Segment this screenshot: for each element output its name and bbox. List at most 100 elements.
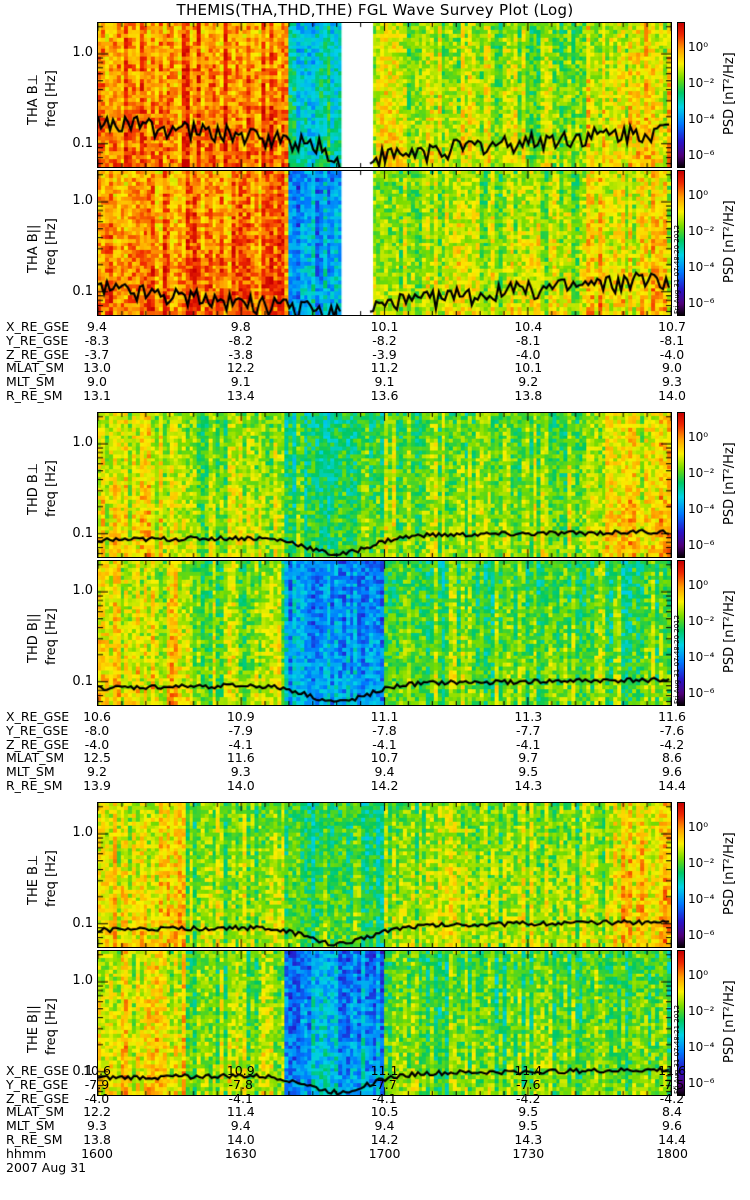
ephemeris-value: 11.4	[514, 1063, 543, 1078]
ephemeris-value: -7.7	[372, 1076, 397, 1092]
ephemeris-label: MLAT_SM	[6, 1104, 65, 1120]
ephemeris-value: 13.6	[370, 387, 399, 403]
y-axis-label: freq [Hz]	[44, 218, 59, 275]
ephemeris-value: 11.3	[514, 709, 543, 724]
colorbar-label: PSD [nT²/Hz]	[722, 200, 737, 283]
ephemeris-label: Z_RE_GSE	[6, 346, 70, 362]
ephemeris-value: 9.3	[87, 1118, 107, 1134]
ephemeris-value: 10.6	[83, 709, 111, 724]
ephemeris-value: -4.0	[659, 346, 685, 362]
spectrogram-panel	[97, 412, 672, 558]
ephemeris-value: -7.9	[228, 722, 253, 738]
ephemeris-row: X_RE_GSE 10.6 10.9 11.1 11.4 11.6	[0, 1064, 750, 1078]
ephemeris-row: MLT_SM 9.0 9.1 9.1 9.2 9.3	[0, 375, 750, 389]
ephemeris-value: 9.1	[374, 374, 395, 390]
ephemeris-value: 11.1	[370, 1063, 399, 1078]
spectrogram-heatmap	[97, 802, 672, 948]
ephemeris-value: 9.1	[230, 374, 251, 390]
ephemeris-value: 10.7	[658, 319, 686, 334]
colorbar-label: PSD [nT²/Hz]	[722, 832, 737, 915]
colorbar	[677, 22, 685, 168]
ephemeris-value: 14.0	[226, 777, 255, 793]
ephemeris-value: -7.7	[516, 722, 541, 738]
ephemeris-value: 9.0	[87, 374, 107, 390]
ephemeris-value: -4.2	[516, 1090, 541, 1106]
ephemeris-value: 13.8	[83, 1131, 111, 1147]
ephemeris-value: 9.2	[87, 764, 107, 780]
spectrogram-panel	[97, 170, 672, 316]
ephemeris-value: -4.2	[659, 736, 685, 752]
colorbar-tick-label: 10⁻⁶	[688, 538, 715, 552]
ephemeris-value: 10.1	[514, 360, 543, 376]
ephemeris-value: 8.6	[662, 750, 682, 766]
colorbar-label: PSD [nT²/Hz]	[722, 442, 737, 525]
ephemeris-row: MLAT_SM 13.0 12.2 11.2 10.1 9.0	[0, 361, 750, 375]
ephemeris-row: X_RE_GSE 10.6 10.9 11.1 11.3 11.6	[0, 710, 750, 724]
spectrogram-panel	[97, 950, 672, 1096]
ephemeris-label: X_RE_GSE	[6, 709, 70, 724]
ephemeris-value: 11.4	[226, 1104, 255, 1120]
colorbar-label: PSD [nT²/Hz]	[722, 52, 737, 135]
ephemeris-value: 14.3	[514, 1131, 543, 1147]
ephemeris-value: 9.4	[230, 1118, 251, 1134]
timestamp-stamp: Fri Aug 31 07:48:20 2012	[673, 224, 681, 314]
colorbar-tick-label: 10⁻⁶	[688, 1076, 715, 1090]
ephemeris-value: 10.1	[370, 319, 399, 334]
colorbar-tick-label: 10⁻²	[688, 856, 715, 870]
colorbar-label: PSD [nT²/Hz]	[722, 590, 737, 673]
ephemeris-value: 14.3	[514, 777, 543, 793]
spectrogram-heatmap	[97, 22, 672, 168]
spectrogram-heatmap	[97, 950, 672, 1096]
ephemeris-value: 11.6	[658, 1063, 686, 1078]
colorbar-label: PSD [nT²/Hz]	[722, 980, 737, 1063]
ephemeris-value: 14.0	[658, 387, 686, 403]
ephemeris-value: 13.9	[83, 777, 111, 793]
ephemeris-row: Y_RE_GSE -8.0 -7.9 -7.8 -7.7 -7.6	[0, 722, 750, 738]
ephemeris-value: -3.7	[84, 346, 110, 362]
spectrogram-panel	[97, 22, 672, 168]
x-tick-label: 1730	[512, 1145, 545, 1161]
colorbar	[677, 170, 685, 316]
ephemeris-row: Y_RE_GSE -8.3 -8.2 -8.2 -8.1 -8.1	[0, 332, 750, 348]
x-tick-label: 1800	[656, 1145, 688, 1161]
colorbar-tick-label: 10⁻⁴	[688, 1040, 715, 1054]
colorbar-tick-label: 10⁰	[688, 578, 709, 592]
ephemeris-row: Z_RE_GSE -4.0 -4.1 -4.1 -4.1 -4.2	[0, 736, 750, 752]
colorbar-tick-label: 10⁻⁶	[688, 296, 715, 310]
ephemeris-value: 9.8	[230, 319, 251, 334]
ephemeris-value: 9.6	[662, 764, 682, 780]
ephemeris-label: MLAT_SM	[6, 360, 65, 376]
ephemeris-value: -4.1	[372, 736, 397, 752]
colorbar-tick-label: 10⁻⁶	[688, 686, 715, 700]
ephemeris-value: 13.0	[83, 360, 111, 376]
ephemeris-label: MLT_SM	[6, 764, 55, 780]
colorbar-tick-label: 10⁻²	[688, 76, 715, 90]
ephemeris-row: Y_RE_GSE -7.9 -7.8 -7.7 -7.6 -7.5	[0, 1076, 750, 1092]
spectrogram-panel	[97, 802, 672, 948]
colorbar-tick-label: 10⁰	[688, 820, 709, 834]
y-tick-label: 0.1	[72, 136, 93, 152]
colorbar-tick-label: 10⁻²	[688, 614, 715, 628]
ephemeris-label: R_RE_SM	[6, 777, 63, 793]
ephemeris-value: -8.2	[228, 332, 253, 348]
ephemeris-value: 9.5	[518, 1104, 539, 1120]
ephemeris-value: 10.9	[226, 1063, 255, 1078]
ephemeris-row: R_RE_SM 13.8 14.0 14.2 14.3 14.4	[0, 1131, 750, 1147]
ephemeris-value: -8.0	[84, 722, 110, 738]
y-tick-label: 0.1	[72, 916, 93, 932]
ephemeris-table: X_RE_GSE 10.6 10.9 11.1 11.3 11.6 Y_RE_GSE -8.0…	[0, 710, 750, 793]
y-axis-label: freq [Hz]	[44, 998, 59, 1055]
ephemeris-value: -8.2	[372, 332, 397, 348]
colorbar-tick-label: 10⁰	[688, 968, 709, 982]
ephemeris-value: -4.1	[228, 736, 253, 752]
ephemeris-value: -4.1	[228, 1090, 253, 1106]
colorbar-tick-label: 10⁻⁴	[688, 112, 715, 126]
ephemeris-row: MLAT_SM 12.5 11.6 10.7 9.7 8.6	[0, 751, 750, 765]
ephemeris-value: -7.6	[659, 722, 685, 738]
ephemeris-row: Z_RE_GSE -4.0 -4.1 -4.1 -4.2 -4.2	[0, 1090, 750, 1106]
ephemeris-value: 9.4	[374, 764, 395, 780]
ephemeris-value: -4.0	[84, 1090, 110, 1106]
ephemeris-value: 11.6	[658, 709, 686, 724]
ephemeris-value: -7.6	[516, 1076, 541, 1092]
x-tick-label: 1600	[81, 1145, 113, 1161]
